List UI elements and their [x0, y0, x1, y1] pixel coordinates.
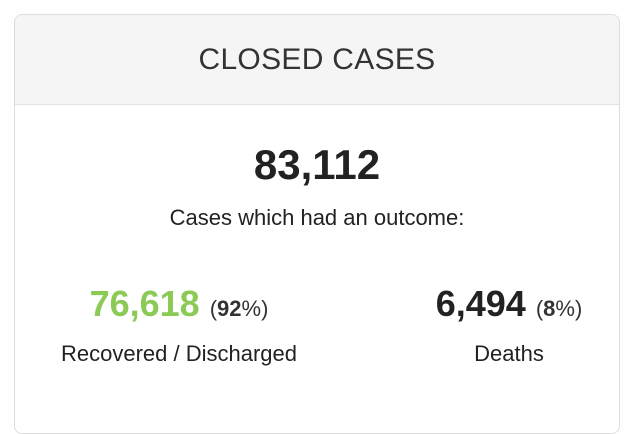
- deaths-label: Deaths: [474, 341, 544, 366]
- panel-header: CLOSED CASES: [15, 15, 619, 105]
- recovered-label: Recovered / Discharged: [60, 341, 297, 366]
- percent-value: 92: [217, 296, 242, 321]
- paren-close: %): [241, 296, 269, 321]
- total-caption: Cases which had an outcome:: [169, 205, 465, 230]
- closed-cases-panel: CLOSED CASES 83,112 Cases which had an o…: [14, 14, 620, 434]
- recovered-percent: (92%): [210, 296, 269, 321]
- paren-close: %): [555, 296, 583, 321]
- page: {"header": {"title": "CLOSED CASES"}, "s…: [14, 14, 620, 434]
- recovered-figure: 76,618 (92%): [29, 283, 329, 325]
- total-count: 83,112: [253, 141, 381, 188]
- recovered-count: 76,618: [89, 283, 200, 324]
- deaths-percent: (8%): [536, 296, 582, 321]
- percent-value: 8: [543, 296, 556, 321]
- deaths-figure: 6,494 (8%): [359, 283, 619, 325]
- paren-open: (: [209, 296, 218, 321]
- deaths-count: 6,494: [435, 283, 526, 324]
- panel-title: CLOSED CASES: [198, 43, 436, 76]
- paren-open: (: [535, 296, 544, 321]
